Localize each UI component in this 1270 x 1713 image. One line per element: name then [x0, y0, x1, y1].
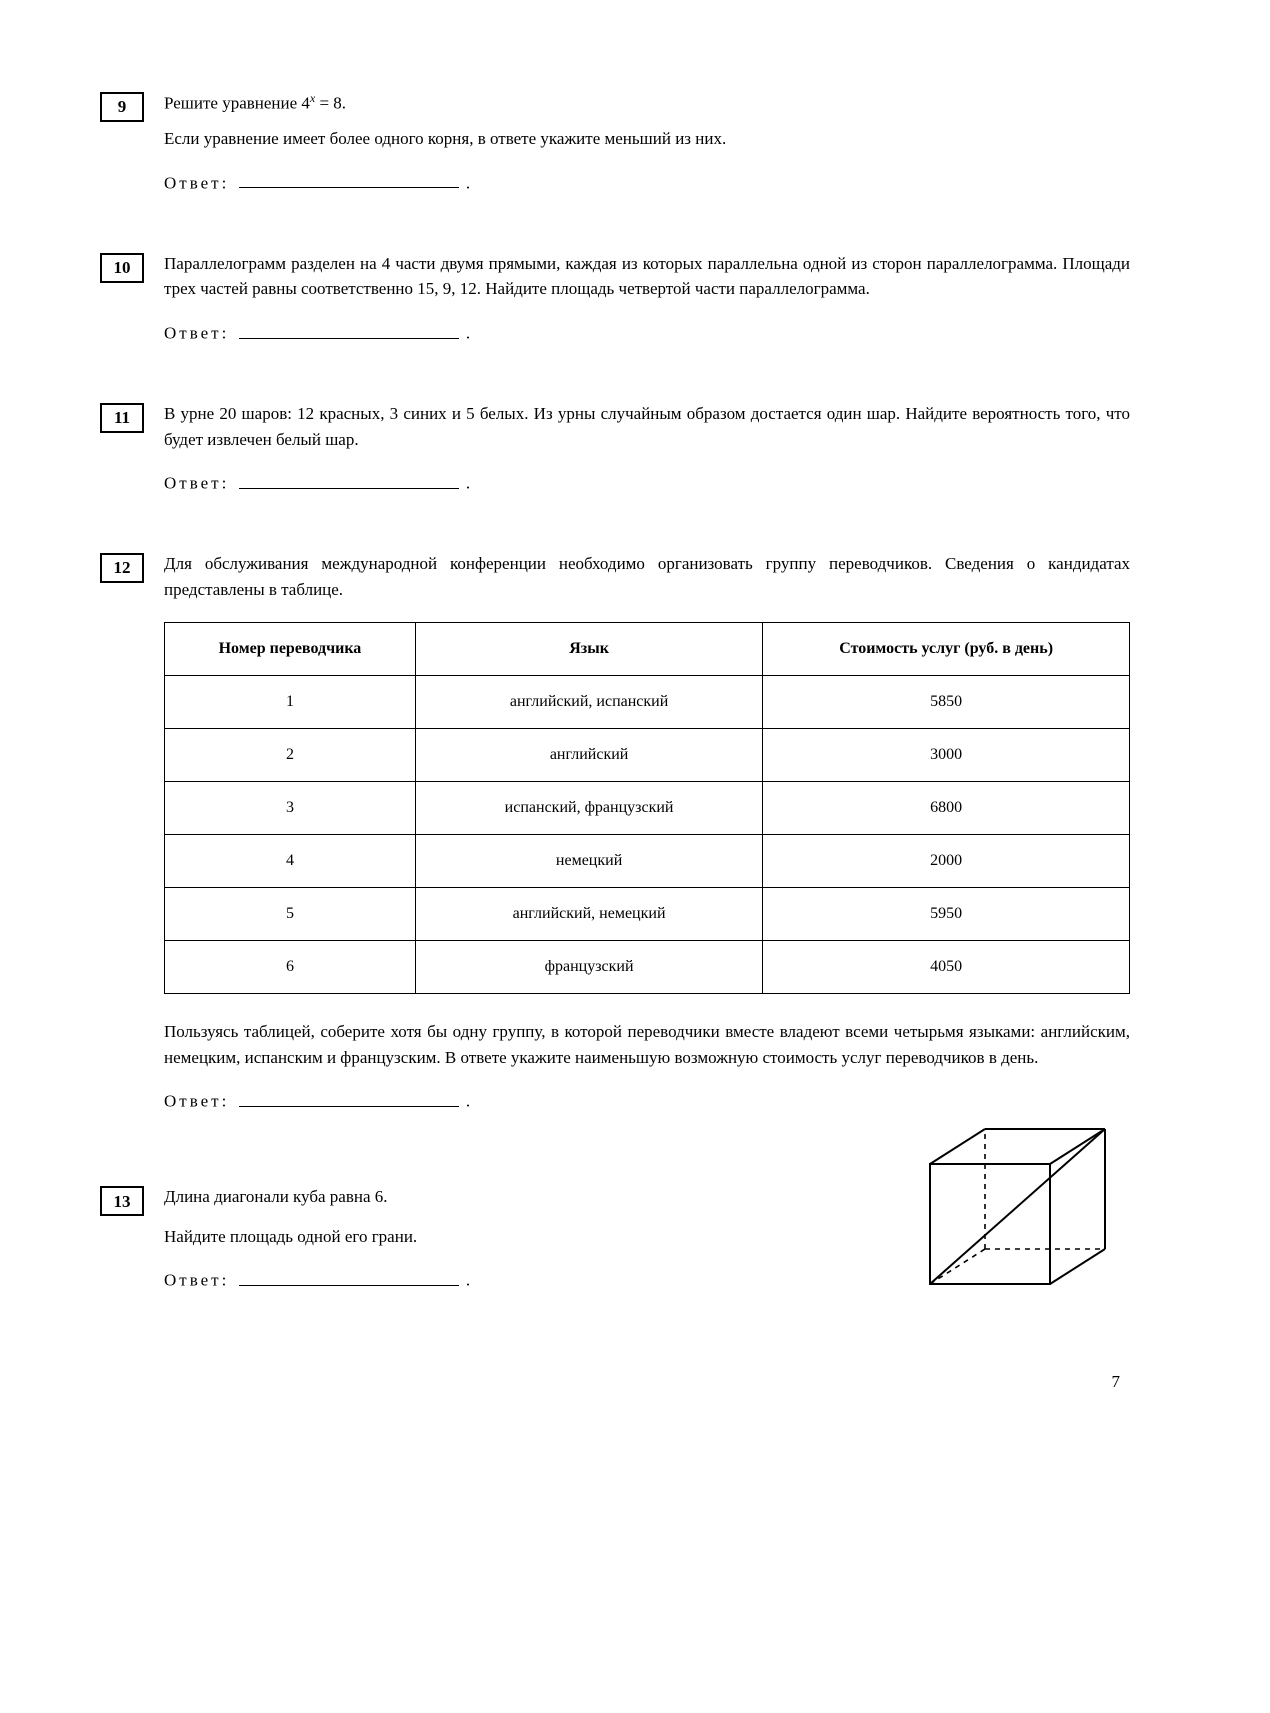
answer-label: Ответ:: [164, 324, 229, 343]
problem-number: 12: [114, 555, 131, 581]
problem-12: 12 Для обслуживания международной конфер…: [100, 551, 1130, 1114]
problem-number-box: 12: [100, 553, 144, 583]
table-cell: 3000: [763, 729, 1130, 782]
answer-line: Ответ: .: [164, 1088, 1130, 1114]
answer-blank[interactable]: [239, 1088, 459, 1107]
table-cell: испанский, французский: [415, 782, 762, 835]
table-header: Стоимость услуг (руб. в день): [763, 623, 1130, 676]
problem-number: 13: [114, 1189, 131, 1215]
answer-label: Ответ:: [164, 1271, 229, 1290]
problem-number-box: 13: [100, 1186, 144, 1216]
table-cell: английский, испанский: [415, 676, 762, 729]
problem-number-box: 10: [100, 253, 144, 283]
table-header: Язык: [415, 623, 762, 676]
table-row: 2 английский 3000: [165, 729, 1130, 782]
table-cell: английский: [415, 729, 762, 782]
table-cell: 2: [165, 729, 416, 782]
table-header: Номер переводчика: [165, 623, 416, 676]
table-cell: 3: [165, 782, 416, 835]
answer-blank[interactable]: [239, 170, 459, 189]
table-cell: 4050: [763, 941, 1130, 994]
table-cell: немецкий: [415, 835, 762, 888]
problem-number: 9: [118, 94, 127, 120]
problem-number-box: 11: [100, 403, 144, 433]
answer-label: Ответ:: [164, 474, 229, 493]
table-row: 4 немецкий 2000: [165, 835, 1130, 888]
table-cell: 5850: [763, 676, 1130, 729]
problem-9: 9 Решите уравнение 4x = 8. Если уравнени…: [100, 90, 1130, 196]
cube-diagram: [900, 1114, 1130, 1314]
problem-body: Параллелограмм разделен на 4 части двумя…: [164, 251, 1130, 346]
problem-body: Для обслуживания международной конференц…: [164, 551, 1130, 1114]
table-cell: 1: [165, 676, 416, 729]
table-cell: 5: [165, 888, 416, 941]
problem-text: Параллелограмм разделен на 4 части двумя…: [164, 251, 1130, 302]
translator-table: Номер переводчика Язык Стоимость услуг (…: [164, 622, 1130, 994]
problem-number-box: 9: [100, 92, 144, 122]
problem-text-line2: Если уравнение имеет более одного корня,…: [164, 126, 1130, 152]
problem-text-line2: Найдите площадь одной его грани.: [164, 1224, 860, 1250]
table-row: 6 французский 4050: [165, 941, 1130, 994]
problem-11: 11 В урне 20 шаров: 12 красных, 3 синих …: [100, 401, 1130, 496]
table-cell: 5950: [763, 888, 1130, 941]
answer-line: Ответ: .: [164, 170, 1130, 196]
problem-body: Решите уравнение 4x = 8. Если уравнение …: [164, 90, 1130, 196]
problem-13: 13 Длина диагонали куба равна 6. Найдите…: [100, 1184, 1130, 1314]
page-number: 7: [100, 1369, 1130, 1395]
answer-blank[interactable]: [239, 1267, 459, 1286]
answer-label: Ответ:: [164, 173, 229, 192]
answer-line: Ответ: .: [164, 470, 1130, 496]
answer-label: Ответ:: [164, 1092, 229, 1111]
answer-line: Ответ: .: [164, 320, 1130, 346]
table-header-row: Номер переводчика Язык Стоимость услуг (…: [165, 623, 1130, 676]
answer-blank[interactable]: [239, 320, 459, 339]
problem-10: 10 Параллелограмм разделен на 4 части дв…: [100, 251, 1130, 346]
answer-blank[interactable]: [239, 470, 459, 489]
table-cell: 2000: [763, 835, 1130, 888]
table-row: 3 испанский, французский 6800: [165, 782, 1130, 835]
table-cell: английский, немецкий: [415, 888, 762, 941]
answer-line: Ответ: .: [164, 1267, 860, 1293]
problem-text-intro: Для обслуживания международной конференц…: [164, 551, 1130, 602]
table-cell: французский: [415, 941, 762, 994]
table-row: 1 английский, испанский 5850: [165, 676, 1130, 729]
problem-text: Решите уравнение 4x = 8.: [164, 90, 1130, 116]
problem-text: В урне 20 шаров: 12 красных, 3 синих и 5…: [164, 401, 1130, 452]
problem-number: 11: [114, 405, 130, 431]
problem-body: Длина диагонали куба равна 6. Найдите пл…: [164, 1184, 1130, 1314]
table-row: 5 английский, немецкий 5950: [165, 888, 1130, 941]
table-cell: 6: [165, 941, 416, 994]
problem-body: В урне 20 шаров: 12 красных, 3 синих и 5…: [164, 401, 1130, 496]
problem-text-after: Пользуясь таблицей, соберите хотя бы одн…: [164, 1019, 1130, 1070]
table-cell: 4: [165, 835, 416, 888]
problem-number: 10: [114, 255, 131, 281]
table-cell: 6800: [763, 782, 1130, 835]
problem-text-line1: Длина диагонали куба равна 6.: [164, 1184, 860, 1210]
